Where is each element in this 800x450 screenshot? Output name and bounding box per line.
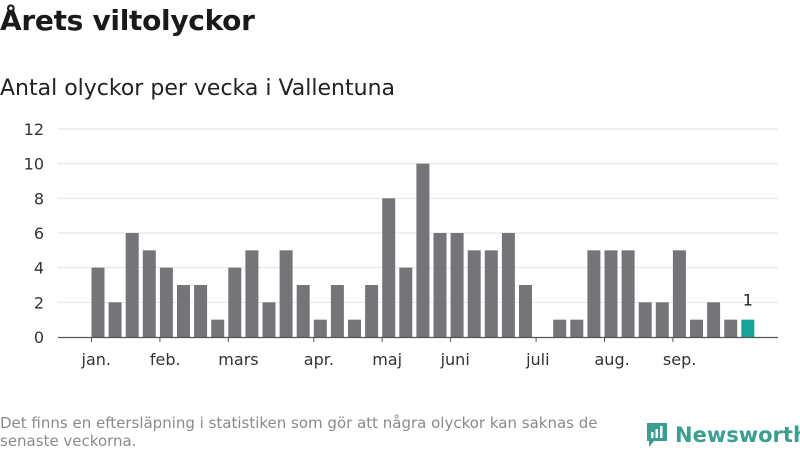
- y-tick-label: 4: [34, 259, 44, 278]
- bar: [159, 267, 173, 337]
- bar: [211, 319, 225, 337]
- y-tick-label: 2: [34, 293, 44, 312]
- y-tick-label: 8: [34, 189, 44, 208]
- bar: [450, 233, 464, 337]
- bar: [91, 267, 105, 337]
- brand-name: Newsworthy: [675, 423, 800, 447]
- bar: [501, 233, 515, 337]
- bar-highlight: [741, 319, 755, 337]
- bar: [587, 250, 601, 337]
- x-tick-label: apr.: [304, 350, 334, 369]
- bar: [553, 319, 567, 337]
- bar: [262, 302, 276, 337]
- bar: [724, 319, 738, 337]
- bar: [570, 319, 584, 337]
- chart-subtitle: Antal olyckor per vecka i Vallentuna: [0, 76, 395, 101]
- x-tick-label: maj: [372, 350, 402, 369]
- bar: [672, 250, 686, 337]
- bar: [707, 302, 721, 337]
- newsworthy-logo-icon: [647, 423, 667, 447]
- bar: [467, 250, 481, 337]
- bar: [245, 250, 259, 337]
- bar: [433, 233, 447, 337]
- bar: [638, 302, 652, 337]
- bar: [621, 250, 635, 337]
- bar: [382, 198, 396, 337]
- brand-logo: Newsworthy: [645, 420, 800, 450]
- bar: [604, 250, 618, 337]
- data-label: 1: [743, 291, 753, 310]
- bar: [416, 163, 430, 337]
- y-tick-label: 0: [34, 328, 44, 347]
- bar: [519, 285, 532, 337]
- bar: [399, 267, 413, 337]
- x-tick-label: aug.: [595, 350, 630, 369]
- bar: [296, 285, 310, 337]
- bar: [348, 319, 361, 337]
- bar-chart: 0 2 4 6 8 10 12 jan. feb. mars apr. maj juni juli aug.…: [24, 120, 778, 369]
- x-tick-label: mars: [218, 350, 258, 369]
- y-tick-label: 6: [34, 224, 44, 243]
- x-tick-label: juni: [440, 350, 470, 369]
- bar: [108, 302, 122, 337]
- bar: [177, 285, 190, 337]
- bar: [194, 285, 208, 337]
- bar: [125, 233, 139, 337]
- x-tick-label: juli: [525, 350, 549, 369]
- bar: [313, 319, 327, 337]
- bar: [228, 267, 242, 337]
- y-tick-label: 12: [24, 120, 44, 139]
- bar: [484, 250, 498, 337]
- bar: [655, 302, 669, 337]
- bar: [279, 250, 293, 337]
- chart-title: Årets viltolyckor: [0, 4, 255, 37]
- bar: [142, 250, 156, 337]
- footnote: Det finns en eftersläpning i statistiken…: [0, 414, 598, 450]
- x-tick-label: jan.: [81, 350, 111, 369]
- bar: [330, 285, 344, 337]
- y-tick-label: 10: [24, 155, 44, 174]
- x-tick-label: feb.: [150, 350, 181, 369]
- bar: [690, 319, 703, 337]
- x-tick-label: sep.: [663, 350, 696, 369]
- bar: [365, 285, 379, 337]
